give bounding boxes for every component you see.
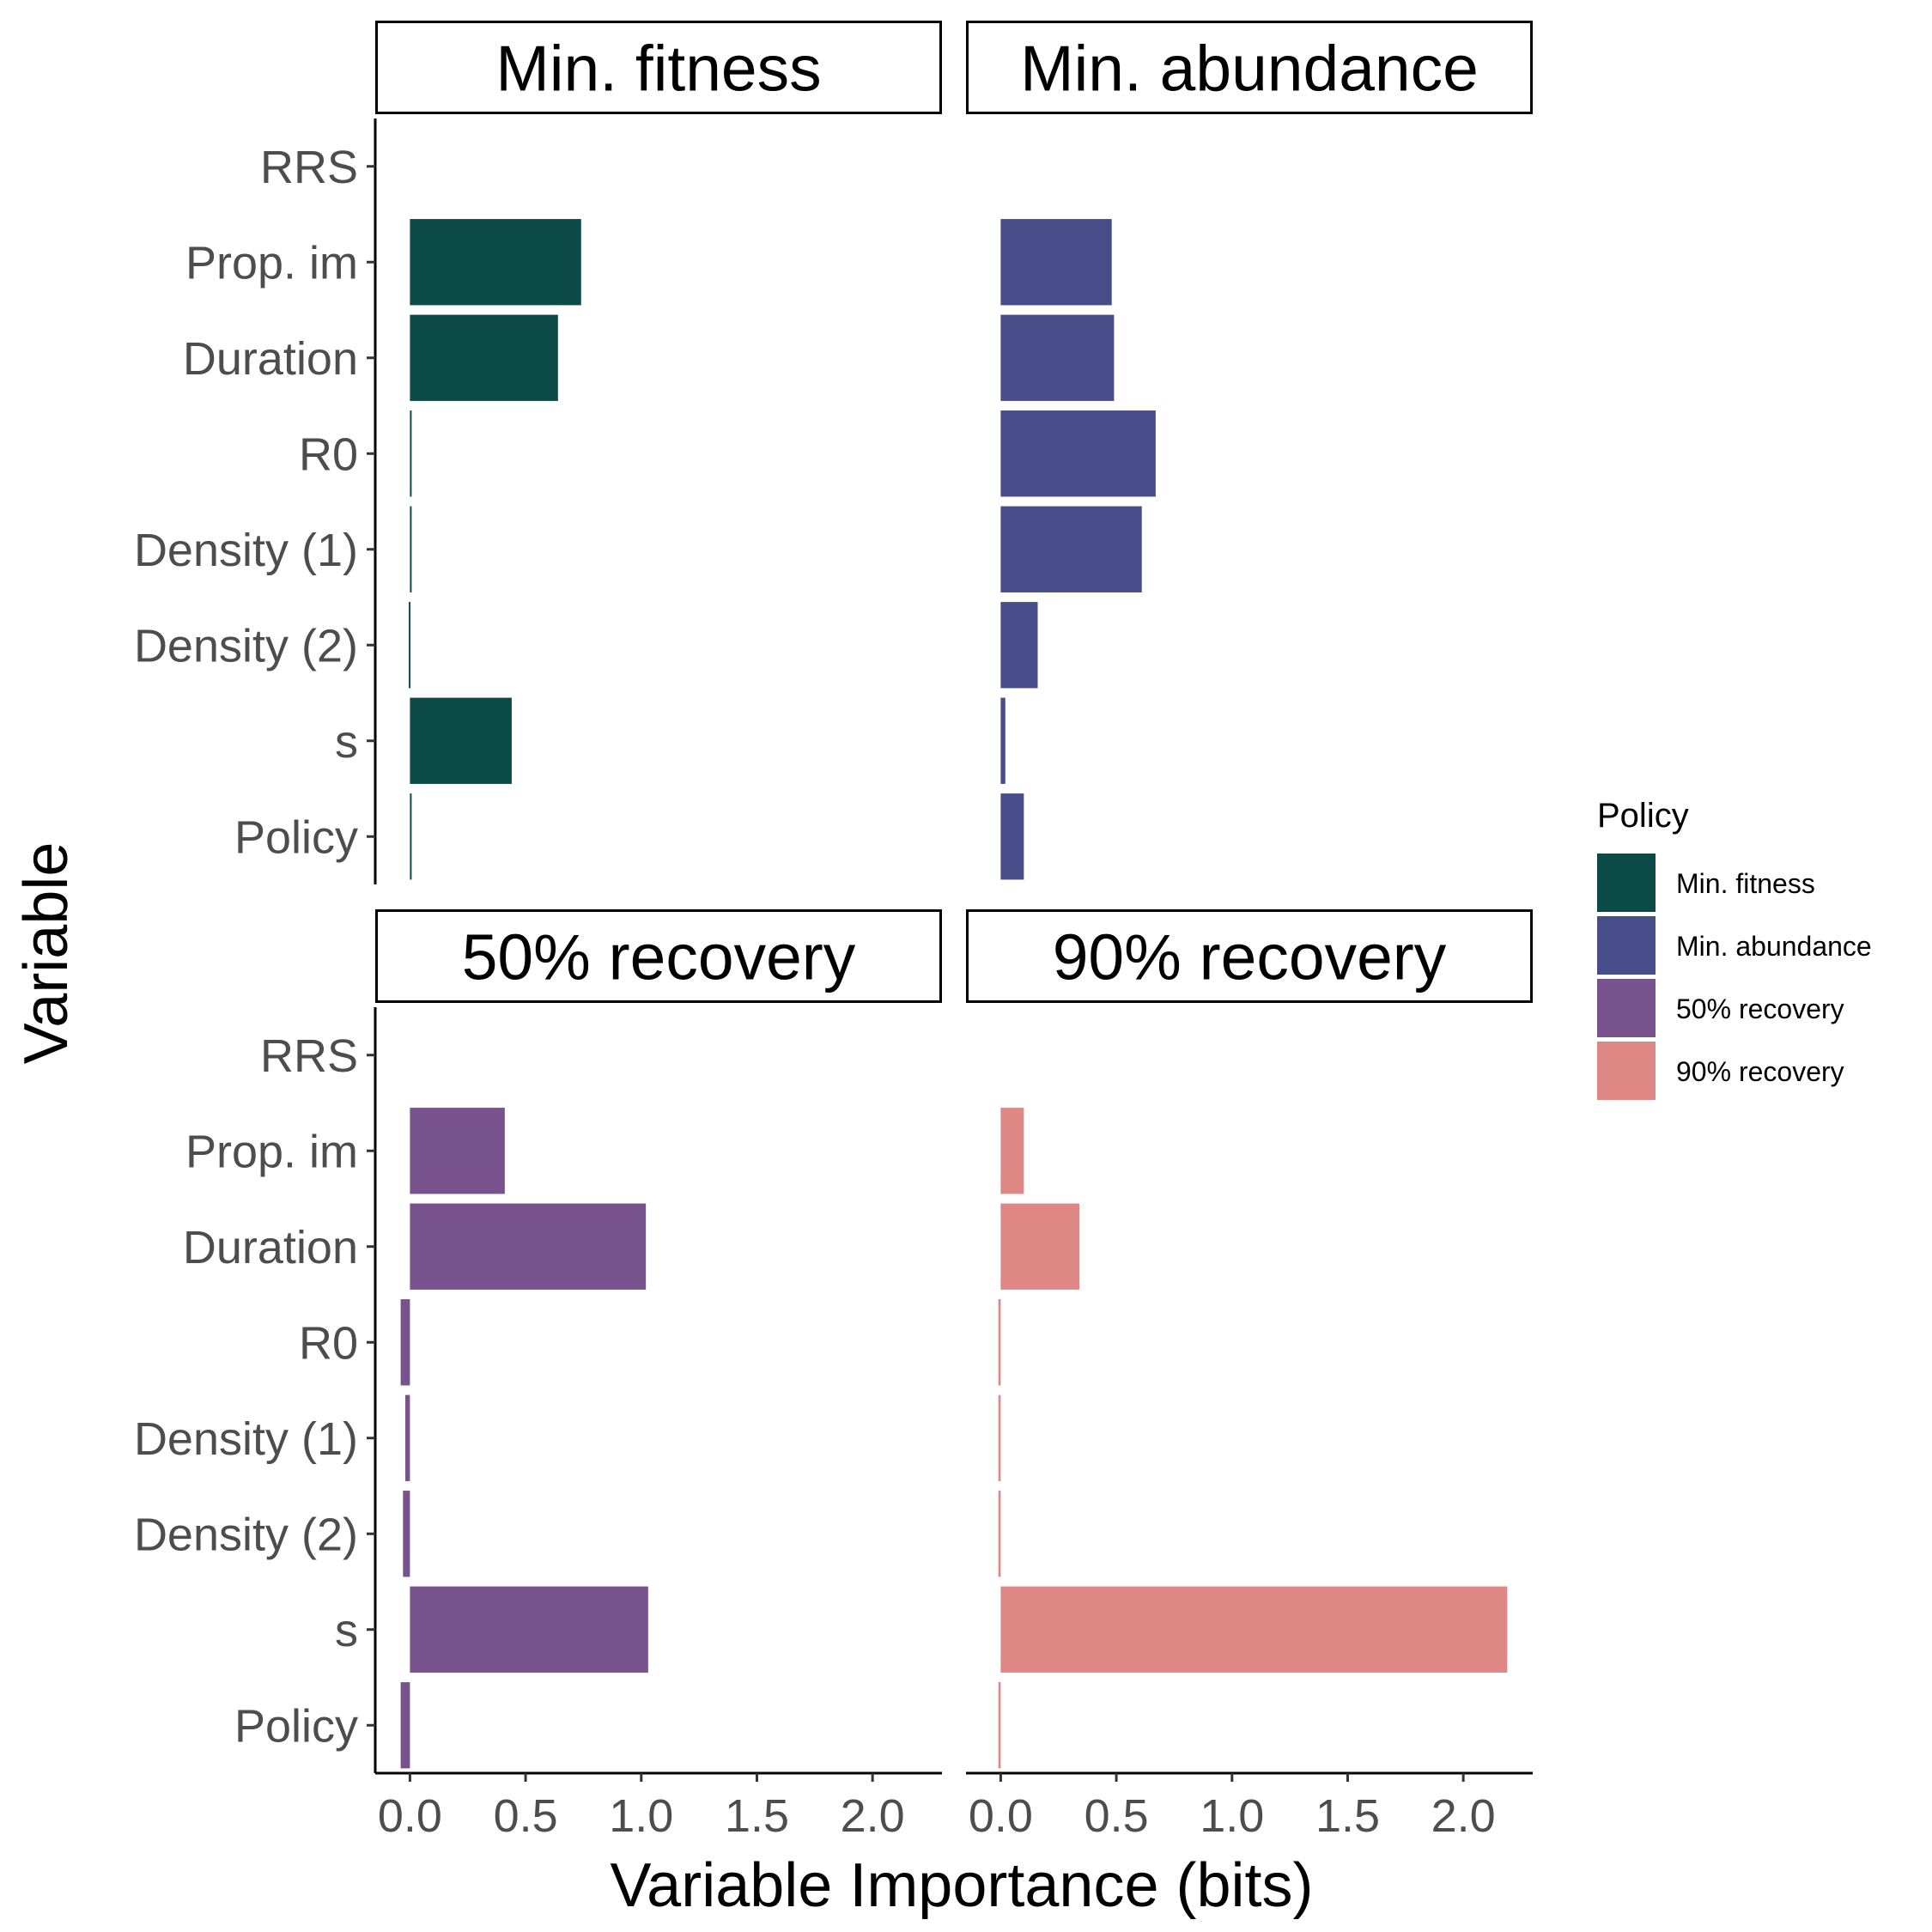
bar-policy — [400, 1682, 410, 1769]
strip-label: 50% recovery — [462, 921, 856, 993]
panel-90-recovery: 90% recovery 0.0 0.5 1.0 1.5 2.0 — [966, 909, 1533, 1842]
legend-key-min-fitness — [1597, 854, 1656, 912]
strip-50-recovery — [375, 909, 942, 1003]
legend-label: Min. fitness — [1676, 868, 1815, 899]
bar-prop-im — [410, 219, 581, 306]
x-tick-label: 1.5 — [725, 1790, 789, 1842]
bar-r0 — [998, 1299, 1001, 1386]
legend-label: 90% recovery — [1676, 1056, 1844, 1087]
y-axis-title: Variable — [12, 842, 81, 1065]
strip-90-recovery — [966, 909, 1533, 1003]
y-tick-label: Prop. im — [185, 237, 358, 289]
panel-min-fitness: Min. fitness RRS Prop. im Duration R0 Density… — [134, 21, 942, 884]
y-tick-label: Duration — [183, 333, 358, 385]
bar-r0 — [1000, 410, 1156, 497]
legend-label: Min. abundance — [1676, 931, 1872, 962]
y-tick-label: Duration — [183, 1222, 358, 1273]
y-tick-label: Policy — [234, 1700, 358, 1752]
bar-duration — [410, 314, 558, 401]
legend-key-90-recovery — [1597, 1042, 1656, 1100]
bar-duration — [1000, 1203, 1079, 1290]
bar-density-2 — [1000, 602, 1038, 689]
legend-title: Policy — [1597, 797, 1689, 835]
x-tick-label: 1.5 — [1315, 1790, 1380, 1842]
x-tick-label: 0.5 — [1084, 1790, 1149, 1842]
x-axis-title: Variable Importance (bits) — [611, 1851, 1314, 1920]
strip-min-abundance — [966, 21, 1533, 114]
panel-min-abundance: Min. abundance — [966, 21, 1533, 880]
bar-density-1 — [405, 1394, 410, 1481]
legend-key-min-abundance — [1597, 916, 1656, 975]
x-tick-label: 1.0 — [609, 1790, 673, 1842]
y-tick-label: Prop. im — [185, 1126, 358, 1177]
y-tick-label: s — [335, 716, 358, 768]
y-tick-label: Policy — [234, 811, 358, 863]
x-tick-label: 2.0 — [841, 1790, 905, 1842]
y-tick-label: s — [335, 1605, 358, 1656]
bar-density-1 — [998, 1394, 1001, 1481]
x-tick-label: 0.0 — [378, 1790, 442, 1842]
strip-label: Min. abundance — [1020, 33, 1479, 105]
x-tick-label: 0.0 — [969, 1790, 1033, 1842]
legend-label: 50% recovery — [1676, 993, 1844, 1024]
bar-s — [1000, 697, 1005, 784]
y-tick-label: Density (2) — [134, 1509, 358, 1560]
facet-panels: Min. fitness RRS Prop. im Duration R0 Density… — [134, 21, 1533, 1842]
y-tick-label: R0 — [299, 428, 358, 480]
bar-prop-im — [1000, 1108, 1024, 1194]
bar-r0 — [400, 1299, 410, 1386]
strip-min-fitness — [375, 21, 942, 114]
bar-policy — [1000, 793, 1024, 880]
x-tick-label: 0.5 — [494, 1790, 558, 1842]
y-tick-label: Density (2) — [134, 620, 358, 671]
bar-policy — [410, 793, 412, 880]
bar-s — [410, 697, 512, 784]
bar-prop-im — [410, 1108, 505, 1194]
y-tick-label: Density (1) — [134, 525, 358, 576]
y-tick-label: RRS — [260, 1030, 358, 1082]
bar-density-1 — [410, 506, 412, 592]
legend: Policy Min. fitness Min. abundance 50% reco… — [1597, 797, 1872, 1100]
y-tick-label: R0 — [299, 1317, 358, 1369]
bar-policy — [998, 1682, 1001, 1769]
panel-50-recovery: 50% recovery RRS Prop. im Duration R0 Density… — [134, 909, 942, 1842]
strip-label: 90% recovery — [1053, 921, 1447, 993]
bar-duration — [410, 1203, 647, 1290]
bar-prop-im — [1000, 219, 1112, 306]
bar-density-2 — [409, 602, 411, 689]
x-tick-label: 2.0 — [1431, 1790, 1496, 1842]
bar-duration — [1000, 314, 1115, 401]
x-tick-label: 1.0 — [1200, 1790, 1264, 1842]
strip-label: Min. fitness — [495, 33, 821, 105]
bar-density-2 — [403, 1491, 410, 1577]
y-tick-label: Density (1) — [134, 1413, 358, 1465]
bar-density-2 — [998, 1491, 1001, 1577]
y-tick-label: RRS — [260, 142, 358, 193]
bar-s — [410, 1586, 648, 1673]
legend-key-50-recovery — [1597, 979, 1656, 1037]
bar-r0 — [410, 410, 412, 497]
bar-density-1 — [1000, 506, 1142, 592]
bar-s — [1000, 1586, 1508, 1673]
